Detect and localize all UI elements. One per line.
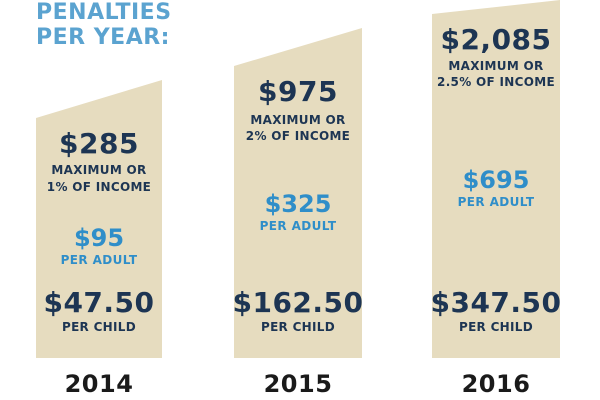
max-amount: $975: [258, 75, 338, 108]
max-label-line-1: MAXIMUM OR: [448, 59, 544, 73]
child-amount: $162.50: [232, 286, 364, 319]
adult-amount: $695: [462, 166, 530, 194]
adult-amount: $95: [73, 224, 125, 252]
child-label: PER CHILD: [61, 320, 137, 334]
max-label-line-2: 2% OF INCOME: [245, 129, 351, 143]
adult-label: PER ADULT: [457, 195, 535, 209]
page-title: PENALTIES PER YEAR:: [36, 0, 172, 50]
column-bg-2016: [432, 0, 560, 358]
max-label-line-1: MAXIMUM OR: [250, 113, 346, 127]
child-amount: $47.50: [43, 286, 155, 319]
year-label: 2015: [263, 370, 333, 398]
child-label: PER CHILD: [458, 320, 534, 334]
max-amount: $285: [59, 127, 139, 160]
adult-amount: $325: [264, 190, 332, 218]
year-label: 2016: [461, 370, 531, 398]
max-amount: $2,085: [440, 23, 552, 56]
child-label: PER CHILD: [260, 320, 336, 334]
adult-label: PER ADULT: [259, 219, 337, 233]
child-amount: $347.50: [430, 286, 562, 319]
column-bg-2015: [234, 28, 362, 358]
max-label-line-2: 1% OF INCOME: [46, 180, 152, 194]
page-title-line-1: PENALTIES: [36, 0, 172, 25]
page-title-line-2: PER YEAR:: [36, 25, 170, 50]
adult-label: PER ADULT: [60, 253, 138, 267]
year-label: 2014: [64, 370, 134, 398]
max-label-line-1: MAXIMUM OR: [51, 163, 147, 177]
max-label-line-2: 2.5% OF INCOME: [437, 75, 555, 89]
column-bg-2014: [36, 80, 162, 358]
